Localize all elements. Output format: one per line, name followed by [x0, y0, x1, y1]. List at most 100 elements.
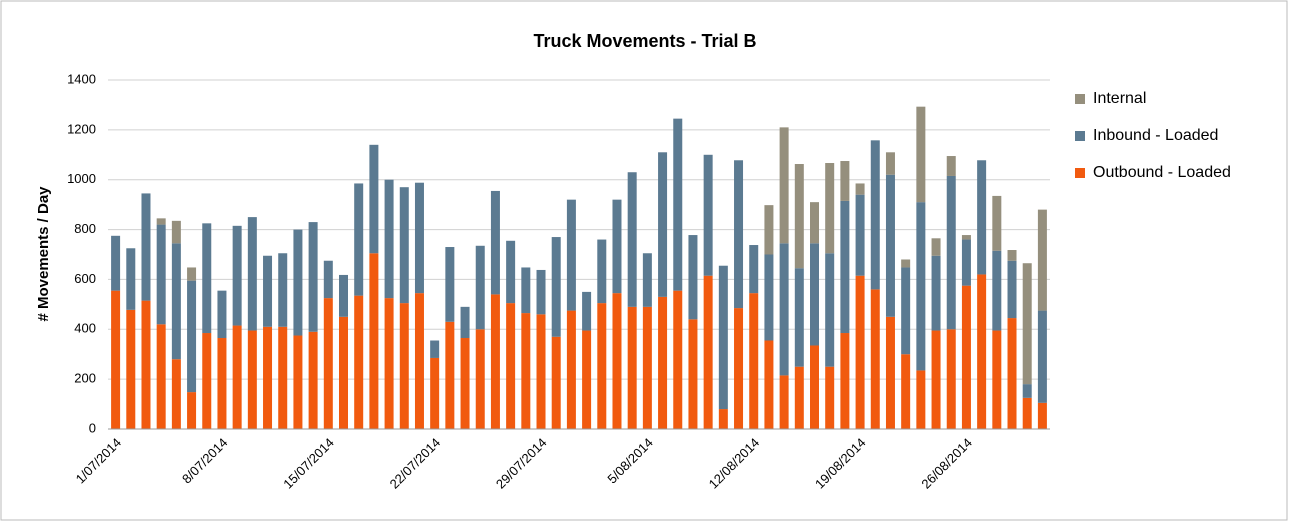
bar-segment	[855, 194, 865, 276]
bar-segment	[870, 140, 880, 290]
bar-segment	[946, 329, 956, 429]
bar-segment	[232, 325, 242, 429]
bar-segment	[293, 229, 303, 336]
chart-title: Truck Movements - Trial B	[533, 31, 756, 51]
legend-swatch	[1075, 131, 1085, 141]
bar-segment	[566, 199, 576, 311]
bar-segment	[323, 260, 333, 299]
bar-segment	[521, 313, 531, 429]
bar-segment	[840, 200, 850, 334]
y-tick-label: 1200	[67, 121, 96, 136]
bar-segment	[308, 222, 318, 332]
bar-segment	[536, 314, 546, 429]
bar-segment	[794, 268, 804, 367]
bar-segment	[506, 240, 516, 304]
bar-segment	[946, 175, 956, 330]
bar-segment	[187, 280, 197, 393]
bar-segment	[384, 298, 394, 429]
bar-segment	[855, 183, 865, 195]
bar-segment	[171, 220, 181, 244]
bar-segment	[810, 345, 819, 429]
bar-segment	[156, 324, 166, 429]
bar-segment	[551, 336, 561, 429]
bar-segment	[901, 267, 911, 355]
bar-segment	[764, 340, 774, 429]
bar-segment	[642, 306, 652, 429]
bar-segment	[749, 245, 759, 294]
bar-segment	[931, 238, 941, 256]
bar-segment	[460, 306, 470, 339]
bar-segment	[825, 163, 835, 254]
bar-segment	[810, 243, 819, 346]
bar-segment	[278, 326, 288, 429]
bar-segment	[126, 248, 136, 310]
bar-segment	[673, 290, 683, 429]
bar-segment	[718, 265, 728, 410]
bar-segment	[931, 330, 941, 429]
bar-segment	[1007, 250, 1017, 261]
bar-segment	[870, 289, 880, 429]
bar-segment	[673, 118, 683, 291]
bar-segment	[734, 308, 744, 429]
y-axis-title: # Movements / Day	[35, 186, 52, 322]
bar-segment	[384, 179, 394, 299]
bar-segment	[916, 202, 926, 371]
bar-segment	[885, 316, 895, 429]
legend-label: Inbound - Loaded	[1093, 127, 1218, 144]
bar-segment	[369, 253, 379, 429]
bar-segment	[111, 235, 121, 291]
bar-segment	[779, 375, 789, 429]
bar-segment	[1007, 260, 1017, 319]
bar-segment	[247, 217, 257, 331]
bar-segment	[840, 161, 850, 201]
bar-segment	[627, 172, 637, 307]
bar-segment	[187, 267, 197, 281]
legend-swatch	[1075, 94, 1085, 104]
y-tick-label: 600	[74, 271, 96, 286]
bar-segment	[566, 310, 576, 429]
bar-segment	[111, 290, 121, 429]
bar-segment	[992, 330, 1002, 429]
bar-segment	[339, 316, 348, 429]
bar-segment	[1037, 402, 1047, 429]
bar-segment	[551, 237, 561, 337]
bar-segment	[946, 156, 956, 176]
bar-segment	[278, 253, 288, 327]
bar-segment	[430, 357, 440, 429]
bar-segment	[901, 354, 911, 429]
bar-segment	[399, 303, 409, 429]
bar-segment	[840, 333, 850, 429]
y-tick-label: 400	[74, 321, 96, 336]
bar-segment	[490, 190, 500, 295]
bar-segment	[916, 106, 926, 203]
bar-segment	[688, 235, 698, 320]
bar-segment	[430, 340, 440, 358]
bar-segment	[779, 243, 789, 376]
bar-segment	[961, 239, 971, 286]
bar-segment	[612, 293, 622, 429]
bar-segment	[627, 306, 637, 429]
bar-segment	[217, 338, 227, 429]
bar-segment	[885, 152, 895, 175]
bar-segment	[612, 199, 622, 294]
bar-segment	[855, 275, 865, 429]
bar-segment	[764, 205, 774, 255]
bar-segment	[1037, 209, 1047, 311]
bar-segment	[901, 259, 911, 268]
bar-segment	[521, 267, 531, 314]
bar-segment	[977, 274, 987, 429]
bar-segment	[293, 335, 303, 429]
bar-segment	[414, 182, 424, 294]
bar-segment	[445, 247, 455, 322]
y-tick-label: 1400	[67, 71, 96, 86]
bar-segment	[475, 245, 485, 330]
y-tick-label: 0	[89, 420, 96, 435]
bar-segment	[263, 255, 273, 327]
bar-segment	[825, 366, 835, 429]
bar-segment	[582, 330, 592, 429]
bar-segment	[597, 239, 607, 304]
bar-segment	[202, 223, 212, 334]
bar-segment	[247, 330, 257, 429]
bar-segment	[1022, 263, 1032, 385]
bar-segment	[232, 225, 242, 326]
